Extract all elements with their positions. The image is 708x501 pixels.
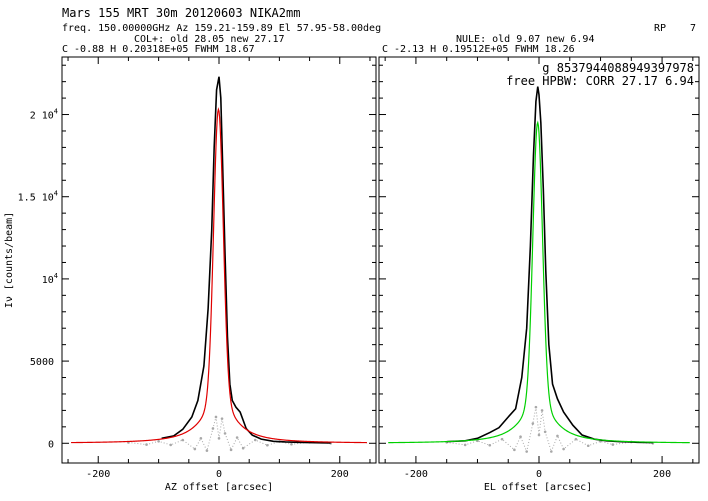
- el-residual-point: [537, 433, 541, 437]
- header-left-params: C -0.88 H 0.20318E+05 FWHM 18.67: [62, 44, 255, 55]
- az-residual-point: [253, 438, 257, 442]
- az-residual-point: [220, 417, 224, 420]
- el-marks: [388, 86, 690, 454]
- az-data-line: [161, 76, 331, 444]
- y-axis-label: Iν [counts/beam]: [4, 212, 15, 308]
- az-x-axis-label: AZ offset [arcsec]: [165, 482, 273, 493]
- el-x-tick-label: -200: [404, 469, 428, 480]
- el-x-tick-label: 200: [653, 469, 671, 480]
- el-residual-line: [446, 407, 653, 454]
- az-y-tick-label: 104: [42, 272, 58, 286]
- el-panel: -200 0 200 EL offset [arcsec] g 8537944088…: [378, 56, 700, 493]
- el-residual-point: [540, 409, 544, 412]
- az-fit-line: [71, 107, 367, 444]
- az-y-tick-label: 2 104: [30, 108, 58, 122]
- el-data-line: [446, 86, 653, 444]
- az-y-tick-label: 0: [48, 439, 54, 450]
- el-residual-point: [531, 422, 535, 425]
- az-y-tick-label: 1.5 104: [18, 190, 58, 204]
- az-x-tick-label: -200: [86, 469, 110, 480]
- el-x-axis-label: EL offset [arcsec]: [484, 482, 592, 493]
- az-y-tick-label: 5000: [30, 357, 54, 368]
- az-x-tick-label: 200: [331, 469, 349, 480]
- header-line-1: Mars 155 MRT 30m 20120603 NIKA2mm: [62, 6, 300, 20]
- header-rp-value: 7: [690, 23, 696, 34]
- el-ticks: -200 0 200: [379, 57, 699, 480]
- header-line-2: freq. 150.00000GHz Az 159.21-159.89 El 5…: [62, 23, 381, 34]
- az-plot-frame: [61, 56, 377, 464]
- el-residual-point: [611, 443, 615, 446]
- header-col-text: COL+: old 28.05 new 27.17: [134, 34, 285, 45]
- az-marks: [71, 76, 367, 453]
- az-residual-line: [128, 416, 331, 453]
- az-panel: -200 0 200 0 5000 104 1.5 104 2 104 AZ offset […: [4, 56, 377, 493]
- az-ticks: -200 0 200 0 5000 104 1.5 104 2 104: [18, 57, 376, 480]
- az-x-tick-label: 0: [216, 469, 222, 480]
- header-nule-text: NULE: old 9.07 new 6.94: [456, 34, 594, 45]
- el-x-tick-label: 0: [536, 469, 542, 480]
- el-fit-line: [388, 120, 690, 444]
- g-text: g 8537944088949397978: [542, 61, 694, 75]
- header-right-params: C -2.13 H 0.19512E+05 FWHM 18.26: [382, 44, 575, 55]
- el-plot-frame: [378, 56, 700, 464]
- header-rp-label: RP: [654, 23, 666, 34]
- hpbw-text: free HPBW: CORR 27.17 6.94: [506, 74, 694, 88]
